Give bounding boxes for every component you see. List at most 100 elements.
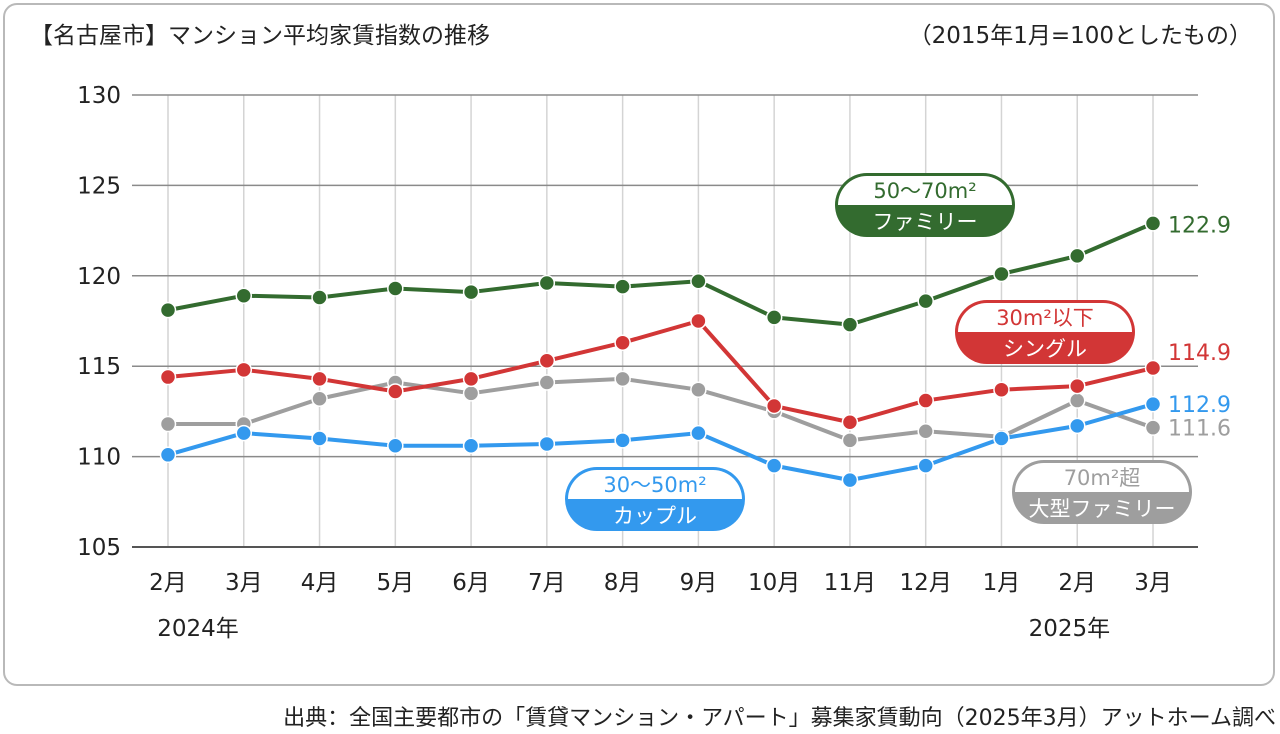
series-line-family — [167, 221, 1154, 327]
pill-line2: カップル — [613, 504, 697, 528]
pill-top-band — [568, 470, 742, 499]
end-value-label-single: 114.9 — [1168, 341, 1231, 366]
y-tick-label: 130 — [77, 83, 121, 109]
data-point-large — [917, 423, 934, 440]
data-point-family — [538, 274, 556, 292]
pill-line1: 70m²超 — [1064, 466, 1141, 490]
y-tick-label: 120 — [77, 264, 121, 290]
data-point-single — [917, 392, 934, 409]
data-point-large — [841, 432, 859, 449]
x-tick-label: 9月 — [680, 570, 718, 596]
end-value-label-family: 122.9 — [1168, 213, 1231, 238]
axis-labels-layer: 105 110 115 120 125 130 2月 3月 4月 5月 6月 7月 8月 9月 10月 11月… — [77, 83, 1172, 642]
end-value-label-large: 111.6 — [1168, 417, 1231, 442]
series-line-single — [167, 319, 1154, 425]
pill-line1: 30m²以下 — [996, 306, 1094, 330]
series-layer — [159, 215, 1162, 489]
data-point-family — [917, 292, 934, 310]
data-point-family — [614, 278, 631, 295]
data-point-couple — [614, 432, 631, 449]
data-point-large — [462, 385, 480, 402]
data-point-couple — [311, 430, 328, 447]
series-line-large — [168, 376, 1154, 443]
x-tick-label: 2月 — [1058, 570, 1096, 596]
year-label: 2024年 — [157, 616, 239, 642]
data-point-couple — [917, 457, 934, 474]
data-point-couple — [387, 437, 404, 455]
data-point-single — [1068, 377, 1086, 395]
pill-line2: 大型ファミリー — [1029, 497, 1176, 521]
data-point-single — [311, 370, 328, 388]
data-point-single — [1144, 359, 1162, 377]
data-point-large — [538, 374, 556, 391]
data-point-couple — [1068, 417, 1086, 435]
data-point-single — [235, 361, 253, 379]
data-point-couple — [462, 437, 480, 455]
data-point-single — [387, 383, 404, 400]
x-tick-label: 11月 — [824, 570, 876, 596]
data-point-couple — [993, 430, 1010, 447]
pill-top-band — [1015, 463, 1189, 492]
data-point-family — [993, 265, 1010, 283]
data-point-couple — [1144, 395, 1162, 413]
x-tick-label: 10月 — [748, 570, 800, 596]
x-tick-label: 12月 — [900, 570, 952, 596]
year-label: 2025年 — [1029, 616, 1111, 642]
x-tick-label: 3月 — [225, 570, 263, 596]
data-point-couple — [159, 446, 177, 464]
chart-subtitle: （2015年1月=100としたもの） — [908, 23, 1252, 49]
data-point-family — [462, 283, 480, 301]
data-point-large — [159, 415, 177, 433]
data-point-family — [1144, 215, 1162, 232]
pill-line1: 30〜50m² — [603, 473, 706, 497]
x-tick-label: 7月 — [528, 570, 566, 596]
data-point-single — [690, 312, 707, 330]
end-value-label-couple: 112.9 — [1168, 393, 1231, 418]
series-line-couple — [167, 402, 1154, 483]
data-point-couple — [690, 424, 707, 442]
x-tick-label: 4月 — [301, 570, 339, 596]
x-tick-label: 1月 — [983, 570, 1021, 596]
data-point-single — [538, 352, 556, 370]
pill-line2: ファミリー — [873, 210, 978, 234]
pill-top-band — [838, 176, 1012, 205]
data-point-couple — [765, 457, 783, 474]
source-note: 出典：全国主要都市の「賃貸マンション・アパート」募集家賃動向（2025年3月）ア… — [283, 706, 1276, 731]
data-point-couple — [538, 435, 556, 453]
pill-line2: シングル — [1003, 337, 1087, 361]
data-point-large — [614, 370, 631, 388]
x-tick-label: 5月 — [376, 570, 414, 596]
chart-title: 【名古屋市】マンション平均家賃指数の推移 — [30, 23, 490, 49]
data-point-single — [765, 397, 783, 415]
data-point-large — [1144, 419, 1162, 436]
data-point-family — [235, 287, 253, 304]
data-point-family — [311, 289, 328, 306]
line-chart: 105 110 115 120 125 130 2月 3月 4月 5月 6月 7月 8月 9月 10月 11月… — [77, 83, 1231, 642]
y-tick-label: 105 — [77, 535, 121, 561]
data-point-single — [614, 334, 631, 351]
y-tick-label: 110 — [77, 445, 121, 471]
x-tick-label: 2月 — [149, 570, 187, 596]
data-point-single — [993, 381, 1010, 398]
data-point-family — [159, 301, 177, 319]
data-point-large — [690, 381, 707, 398]
data-point-large — [311, 390, 328, 407]
pill-top-band — [958, 303, 1132, 332]
data-point-single — [159, 368, 177, 386]
y-tick-label: 125 — [77, 173, 121, 199]
y-tick-label: 115 — [77, 354, 121, 380]
pill-line1: 50〜70m² — [873, 179, 976, 203]
x-tick-label: 6月 — [452, 570, 490, 596]
data-point-family — [841, 316, 859, 333]
series-legend-pill-family: 50〜70m² ファミリー — [835, 173, 1015, 237]
data-point-couple — [235, 424, 253, 442]
data-point-single — [462, 370, 480, 388]
x-tick-label: 3月 — [1134, 570, 1172, 596]
data-point-family — [765, 309, 783, 326]
data-point-family — [387, 280, 404, 297]
data-point-single — [841, 413, 859, 431]
data-point-family — [690, 272, 707, 290]
